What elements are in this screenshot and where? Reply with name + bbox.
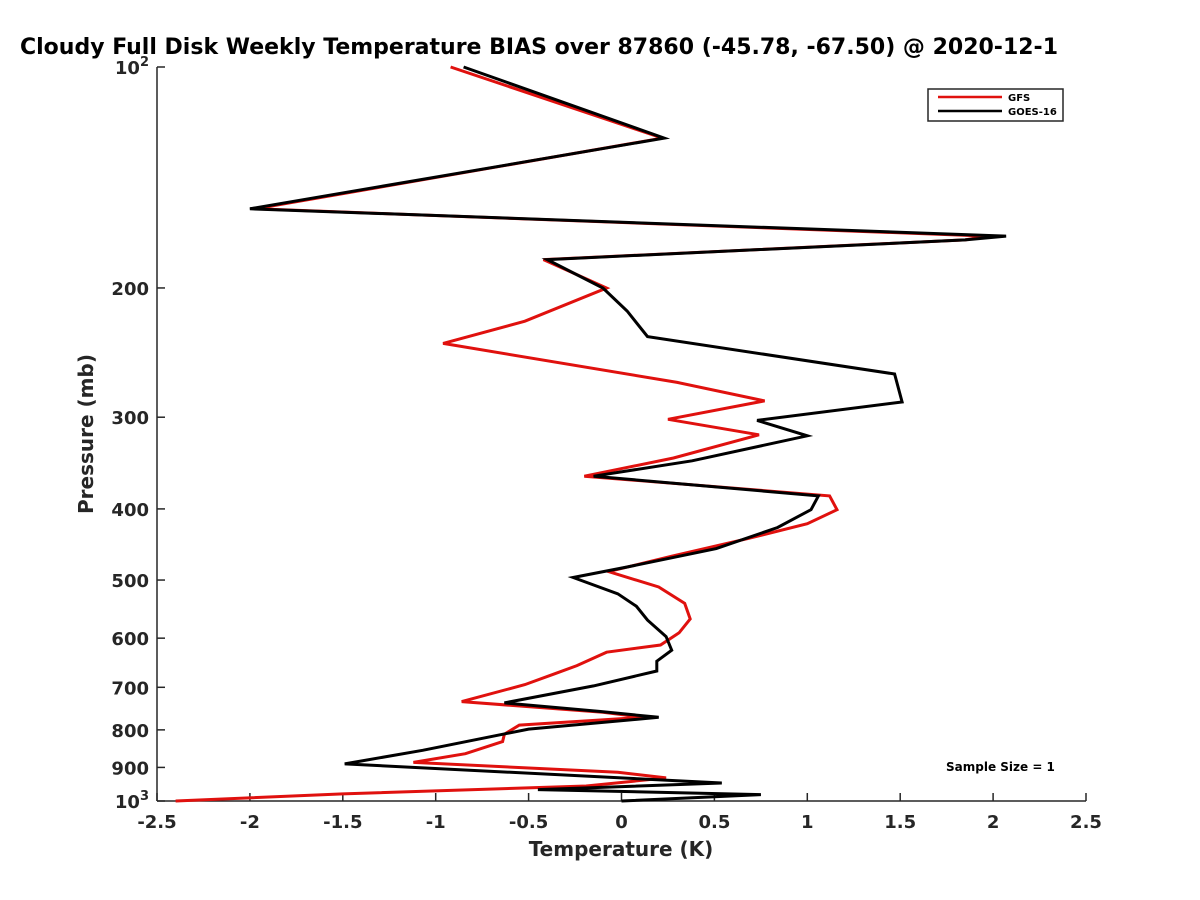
x-ticks: -2.5 -2 -1.5 -1 -0.5 0 0.5 1 1.5 2 2.5 [137,793,1102,833]
x-tick-label: -1.5 [323,812,362,833]
x-tick-label: -1 [426,812,446,833]
legend: GFS GOES-16 [927,88,1064,122]
legend-box [927,88,1064,122]
y-tick-label: 102 [115,55,149,79]
x-tick-label: 1.5 [884,812,916,833]
x-tick-label: 0 [615,812,628,833]
series-line-gfs [175,65,988,803]
series-line-goes16 [249,65,1007,803]
x-tick-label: -2 [240,812,260,833]
y-axis-label: Pressure (mb) [74,354,98,514]
y-tick-label: 103 [115,789,149,813]
x-tick-label: 2 [987,812,1000,833]
x-tick-label: -2.5 [137,812,176,833]
sample-size-note: Sample Size = 1 [946,760,1055,774]
chart-title: Cloudy Full Disk Weekly Temperature BIAS… [20,35,1058,60]
series-layer [175,65,1007,803]
plot-area: -2.5 -2 -1.5 -1 -0.5 0 0.5 1 1.5 2 2.5 102 200 300 40… [111,55,1102,833]
x-tick-label: -0.5 [509,812,548,833]
y-tick-label: 400 [111,500,149,521]
y-tick-label: 900 [111,758,149,779]
y-tick-label: 200 [111,279,149,300]
legend-label-gfs: GFS [1008,93,1030,104]
x-tick-label: 0.5 [698,812,730,833]
y-tick-label: 500 [111,571,149,592]
y-tick-label: 700 [111,678,149,699]
x-tick-label: 1 [801,812,814,833]
x-axis-label: Temperature (K) [529,837,714,861]
y-tick-label: 300 [111,408,149,429]
y-tick-label: 600 [111,629,149,650]
legend-label-goes16: GOES-16 [1008,107,1057,118]
y-tick-label: 800 [111,721,149,742]
y-ticks: 102 200 300 400 500 600 700 800 900 103 [111,55,165,813]
x-tick-label: 2.5 [1070,812,1102,833]
